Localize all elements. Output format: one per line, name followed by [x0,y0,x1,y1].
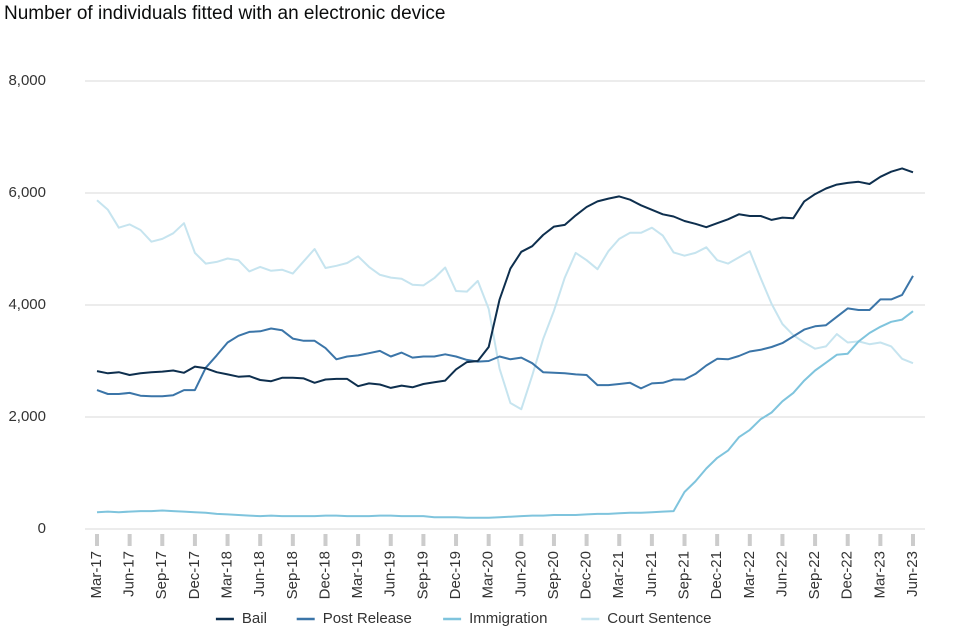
x-tick [356,534,361,546]
x-tick-label: Dec-21 [708,551,725,599]
x-tick [323,534,328,546]
x-tick-label: Dec-18 [316,551,333,599]
x-tick [258,534,263,546]
x-tick-label: Sep-17 [153,551,170,599]
x-tick [551,534,556,546]
x-tick [192,534,197,546]
x-tick-label: Jun-21 [643,551,660,597]
x-tick [780,534,785,546]
legend-label: Post Release [323,610,412,627]
x-tick [519,534,524,546]
x-tick-label: Mar-18 [219,551,236,599]
x-tick [682,534,687,546]
x-tick-label: Jun-19 [382,551,399,597]
chart-title: Number of individuals fitted with an ele… [4,3,445,24]
line-series [96,199,914,411]
x-tick [845,534,850,546]
x-tick [747,534,752,546]
legend-label: Court Sentence [607,610,711,627]
x-tick-label: Jun-22 [773,551,790,597]
x-tick [95,534,99,546]
line-series [96,310,914,519]
y-tick-label: 6,000 [8,184,46,201]
x-tick [911,534,915,546]
x-tick-label: Jun-23 [904,551,921,597]
x-tick-label: Jun-18 [251,551,268,597]
y-tick-label: 0 [38,520,46,537]
x-tick-label: Mar-20 [480,551,497,599]
x-tick [225,534,230,546]
x-tick-label: Jun-20 [512,551,529,597]
x-tick-label: Sep-20 [545,551,562,599]
x-tick [649,534,654,546]
x-tick [878,534,883,546]
x-tick-label: Dec-17 [186,551,203,599]
x-tick [388,534,393,546]
x-tick-label: Mar-22 [741,551,758,599]
x-tick [160,534,165,546]
line-series [96,275,914,398]
x-tick [584,534,589,546]
x-tick-label: Sep-19 [414,551,431,599]
x-tick-label: Dec-20 [578,551,595,599]
legend-label: Immigration [469,610,547,627]
y-tick-label: 2,000 [8,408,46,425]
x-tick [127,534,132,546]
x-tick-label: Mar-17 [88,551,105,599]
line-series [96,167,914,389]
x-tick-label: Sep-18 [284,551,301,599]
x-tick [421,534,426,546]
x-tick-label: Sep-22 [806,551,823,599]
x-tick-label: Mar-23 [871,551,888,599]
y-tick-label: 4,000 [8,296,46,313]
x-tick [715,534,720,546]
x-tick-label: Mar-21 [610,551,627,599]
x-tick [290,534,295,546]
legend-label: Bail [242,610,267,627]
x-tick-label: Mar-19 [349,551,366,599]
y-tick-label: 8,000 [8,72,46,89]
x-tick-label: Jun-17 [121,551,138,597]
x-tick-label: Dec-19 [447,551,464,599]
x-tick [813,534,818,546]
x-tick [454,534,459,546]
x-tick [617,534,622,546]
x-tick-label: Sep-21 [675,551,692,599]
x-tick [486,534,491,546]
x-tick-label: Dec-22 [839,551,856,599]
